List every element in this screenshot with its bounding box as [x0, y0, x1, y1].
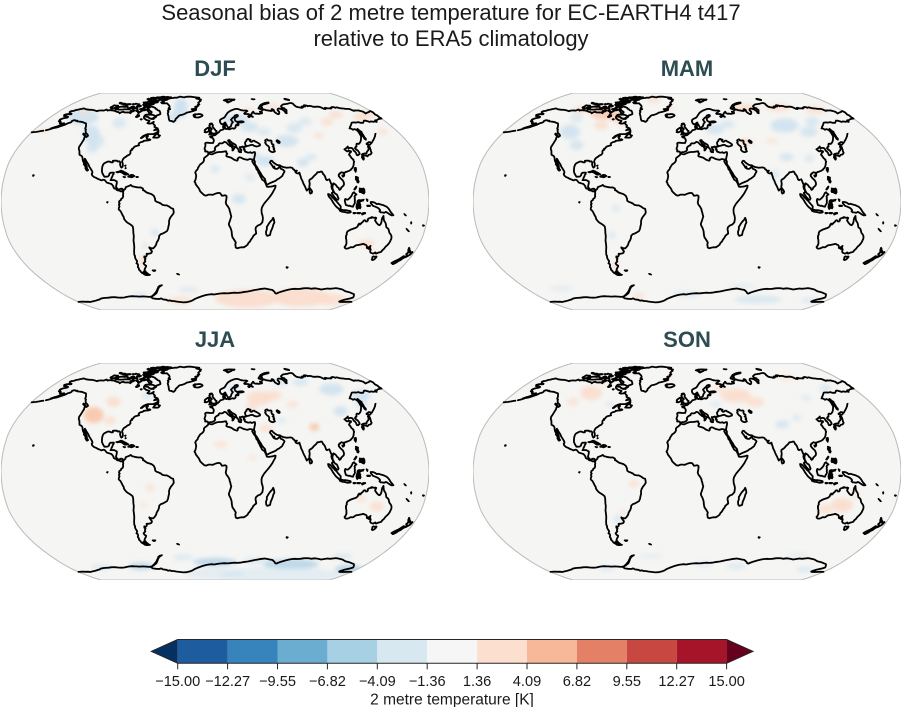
svg-text:9.55: 9.55 — [613, 674, 641, 690]
svg-text:−15.00: −15.00 — [155, 674, 200, 690]
svg-text:6.82: 6.82 — [563, 674, 591, 690]
svg-text:4.09: 4.09 — [513, 674, 541, 690]
svg-text:2 metre temperature [K]: 2 metre temperature [K] — [370, 691, 534, 707]
svg-text:−1.36: −1.36 — [409, 674, 446, 690]
svg-text:−12.27: −12.27 — [205, 674, 250, 690]
svg-text:12.27: 12.27 — [658, 674, 695, 690]
svg-text:−9.55: −9.55 — [259, 674, 296, 690]
svg-text:−4.09: −4.09 — [359, 674, 396, 690]
svg-text:15.00: 15.00 — [708, 674, 745, 690]
svg-text:−6.82: −6.82 — [309, 674, 346, 690]
svg-text:1.36: 1.36 — [463, 674, 491, 690]
